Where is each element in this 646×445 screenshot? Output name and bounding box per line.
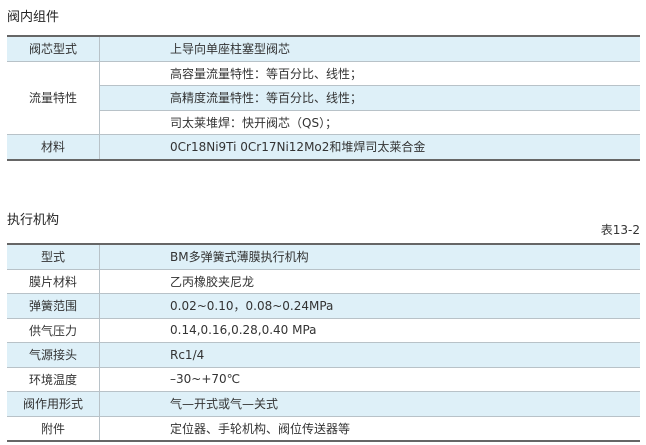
valve-internals-table: 阀芯型式 上导向单座柱塞型阀芯 流量特性 高容量流量特性：等百分比、线性； 高精度流… xyxy=(7,35,640,161)
row-value: 0Cr18Ni9Ti 0Cr17Ni12Mo2和堆焊司太莱合金 xyxy=(99,134,640,160)
row-key: 膜片材料 xyxy=(7,269,100,294)
row-key: 型式 xyxy=(7,244,100,270)
row-value: 高精度流量特性：等百分比、线性； xyxy=(99,85,640,111)
section-title-valve-internals: 阀内组件 xyxy=(7,10,60,25)
row-value: 乙丙橡胶夹尼龙 xyxy=(99,269,640,294)
table-row: 司太莱堆焊：快开阀芯（QS）； xyxy=(7,110,640,135)
section-title-actuator: 执行机构 xyxy=(7,213,60,228)
row-value: 定位器、手轮机构、阀位传送器等 xyxy=(99,416,640,442)
table-row: 膜片材料 乙丙橡胶夹尼龙 xyxy=(7,269,640,294)
row-key: 气源接头 xyxy=(7,342,100,368)
row-key: 阀作用形式 xyxy=(7,391,100,417)
actuator-table: 型式 BM多弹簧式薄膜执行机构 膜片材料 乙丙橡胶夹尼龙 弹簧范围 0.02~0.10… xyxy=(7,243,640,442)
table-row: 高精度流量特性：等百分比、线性； xyxy=(7,85,640,111)
row-value: 司太莱堆焊：快开阀芯（QS）； xyxy=(99,110,640,135)
row-value: 上导向单座柱塞型阀芯 xyxy=(99,36,640,62)
row-key: 材料 xyxy=(7,134,100,160)
table-row: 弹簧范围 0.02~0.10，0.08~0.24MPa xyxy=(7,293,640,319)
table-number: 表13-2 xyxy=(600,223,640,237)
row-value: BM多弹簧式薄膜执行机构 xyxy=(99,244,640,270)
row-key: 流量特性 xyxy=(7,61,100,135)
row-key: 阀芯型式 xyxy=(7,36,100,62)
row-value: 气—开式或气—关式 xyxy=(99,391,640,417)
table-row: 流量特性 高容量流量特性：等百分比、线性； xyxy=(7,61,640,135)
row-key: 供气压力 xyxy=(7,318,100,343)
table-row: 材料 0Cr18Ni9Ti 0Cr17Ni12Mo2和堆焊司太莱合金 xyxy=(7,134,640,160)
table-row: 阀芯型式 上导向单座柱塞型阀芯 xyxy=(7,36,640,62)
row-value: 0.14,0.16,0.28,0.40 MPa xyxy=(99,318,640,343)
row-value: 0.02~0.10，0.08~0.24MPa xyxy=(99,293,640,319)
table-row: 阀作用形式 气—开式或气—关式 xyxy=(7,391,640,417)
table-row: 环境温度 –30~+70℃ xyxy=(7,367,640,392)
row-key: 附件 xyxy=(7,416,100,442)
table-row: 附件 定位器、手轮机构、阀位传送器等 xyxy=(7,416,640,442)
table-row: 供气压力 0.14,0.16,0.28,0.40 MPa xyxy=(7,318,640,343)
table-row: 型式 BM多弹簧式薄膜执行机构 xyxy=(7,244,640,270)
table-row: 气源接头 Rc1/4 xyxy=(7,342,640,368)
row-value: Rc1/4 xyxy=(99,342,640,368)
row-key: 弹簧范围 xyxy=(7,293,100,319)
row-key: 环境温度 xyxy=(7,367,100,392)
row-value: 高容量流量特性：等百分比、线性； xyxy=(99,61,640,86)
row-value: –30~+70℃ xyxy=(99,367,640,392)
